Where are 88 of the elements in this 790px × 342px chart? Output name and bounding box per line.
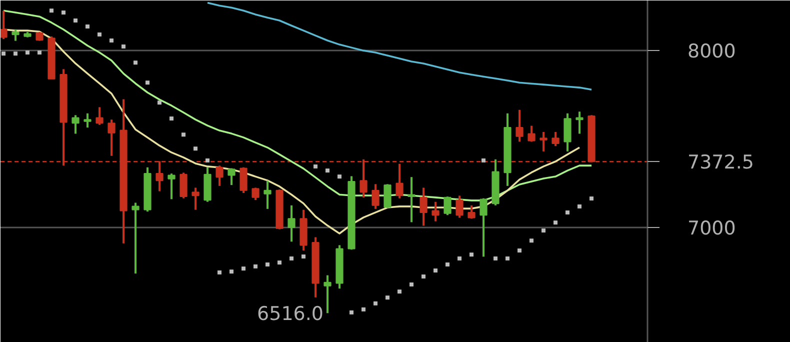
candlestick	[564, 112, 572, 152]
candlestick	[408, 176, 416, 224]
point	[74, 18, 78, 22]
ref-line-label: 7372.5	[688, 152, 754, 174]
line-series	[206, 2, 592, 91]
point	[422, 274, 426, 279]
candlestick	[420, 186, 428, 227]
candlestick	[84, 112, 92, 129]
y-tick-label: 7000	[688, 217, 736, 240]
point	[410, 282, 414, 286]
point	[182, 132, 186, 137]
point	[446, 262, 450, 266]
point	[398, 290, 402, 294]
point	[230, 270, 234, 274]
point	[542, 228, 546, 233]
candlestick	[576, 110, 584, 135]
point	[578, 204, 582, 208]
candlestick	[324, 274, 332, 314]
point	[122, 44, 126, 48]
candlestick	[12, 28, 20, 42]
point	[590, 196, 594, 200]
candlestick	[480, 197, 488, 258]
point	[386, 296, 390, 300]
candlestick	[456, 194, 464, 219]
candlestick	[168, 172, 176, 200]
candlestick	[264, 180, 272, 210]
point	[278, 260, 282, 265]
candlestick	[288, 204, 296, 243]
candlestick	[228, 167, 236, 186]
candlestick	[240, 166, 248, 194]
point	[158, 100, 162, 105]
candlestick	[384, 183, 392, 210]
point	[170, 116, 174, 121]
candlestick	[132, 202, 140, 274]
point	[14, 52, 18, 56]
point	[134, 60, 138, 65]
point	[506, 256, 510, 260]
point	[566, 210, 570, 214]
candlestick	[252, 186, 260, 202]
annotation: 6516.0	[257, 303, 324, 326]
point	[470, 252, 474, 257]
point	[194, 146, 198, 151]
point	[530, 238, 534, 243]
point	[242, 266, 246, 271]
point	[26, 50, 30, 55]
candlestick	[396, 162, 404, 200]
candlestick	[372, 183, 380, 210]
point	[434, 268, 438, 272]
point	[266, 262, 270, 266]
candlestick	[216, 164, 224, 187]
point	[146, 80, 150, 85]
point	[2, 52, 6, 56]
candlestick	[444, 196, 452, 216]
point	[494, 256, 498, 260]
candlestick	[540, 130, 548, 152]
point	[374, 301, 378, 306]
candlestick	[180, 172, 188, 200]
point	[482, 158, 486, 162]
point	[98, 32, 102, 36]
candlestick	[552, 130, 560, 148]
candlestick	[96, 106, 104, 126]
candlestick	[468, 204, 476, 220]
point	[338, 174, 342, 179]
point	[38, 50, 42, 55]
point	[458, 256, 462, 260]
point	[218, 270, 222, 274]
candlestick	[72, 114, 80, 135]
candlestick	[528, 124, 536, 143]
point	[350, 310, 354, 314]
point	[314, 164, 318, 168]
point	[362, 307, 366, 312]
point	[554, 220, 558, 225]
candlestick	[108, 118, 116, 157]
point	[206, 158, 210, 162]
point	[290, 256, 294, 260]
candlestick	[432, 200, 440, 222]
point	[62, 10, 66, 15]
point	[50, 8, 54, 13]
y-tick-label: 8000	[688, 40, 736, 63]
point	[518, 248, 522, 252]
point	[110, 38, 114, 42]
point	[302, 254, 306, 259]
point	[86, 24, 90, 29]
candlestick	[0, 10, 8, 40]
candlestick	[192, 186, 200, 211]
point	[254, 264, 258, 268]
point	[326, 168, 330, 173]
candlestick	[516, 108, 524, 143]
